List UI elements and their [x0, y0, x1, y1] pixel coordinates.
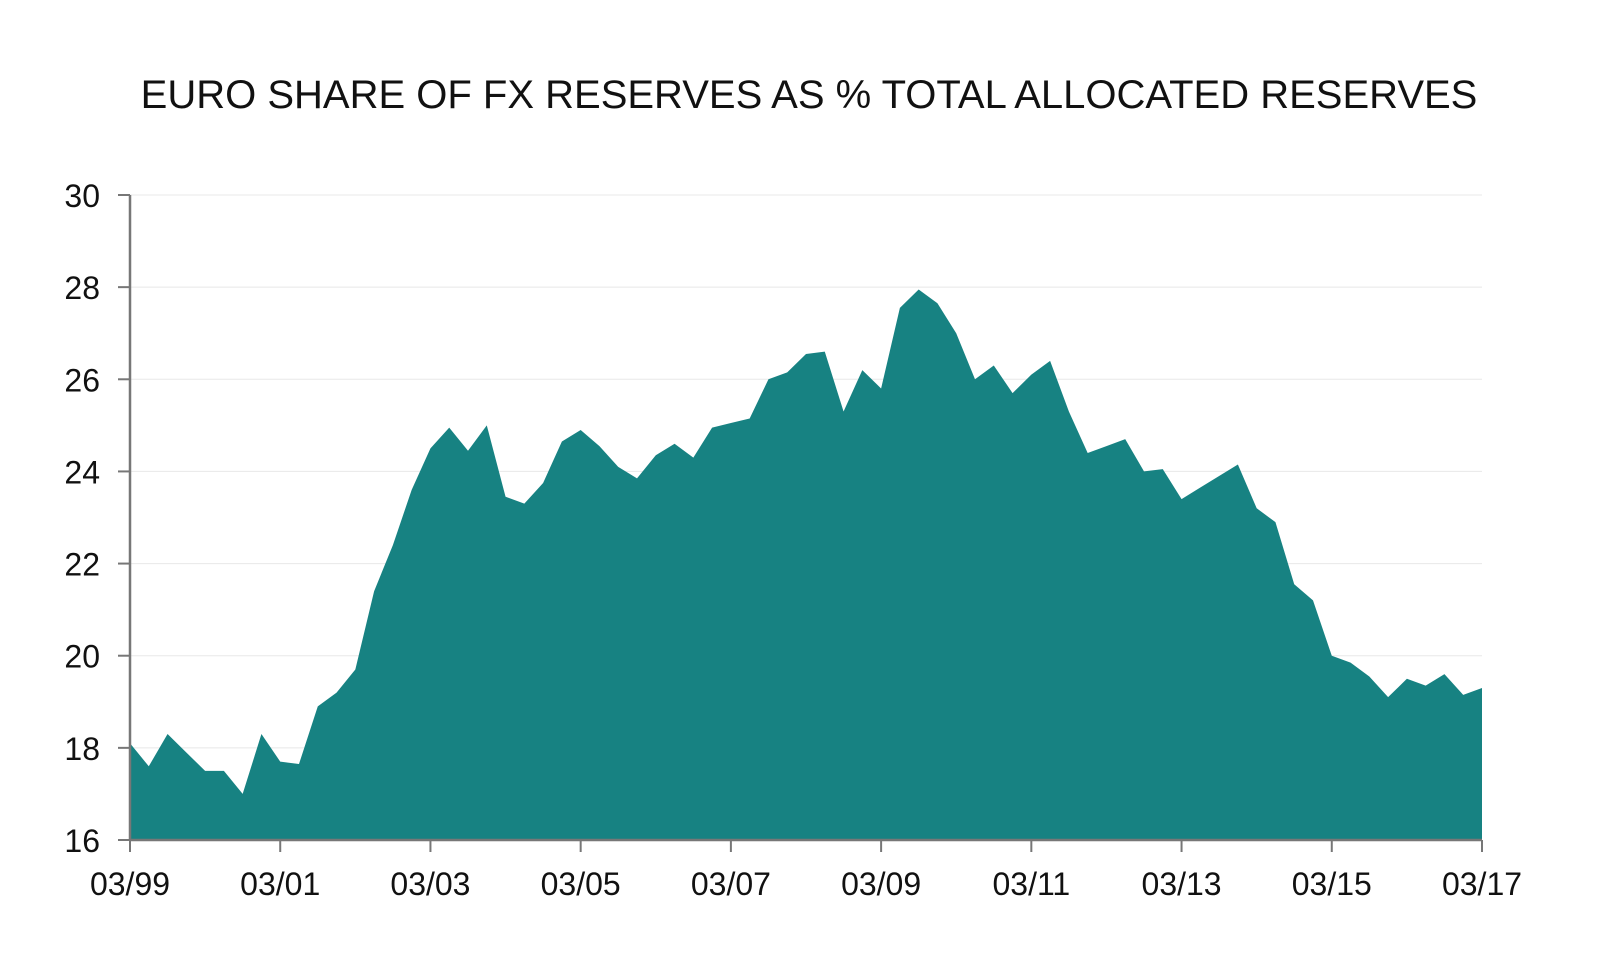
y-tick-label: 24 — [64, 454, 100, 490]
x-tick-label: 03/05 — [541, 866, 621, 902]
x-axis-labels: 03/99 03/01 03/03 03/05 03/07 03/09 03/11 03/13… — [90, 866, 1522, 902]
x-tick-label: 03/13 — [1142, 866, 1222, 902]
x-tick-label: 03/01 — [240, 866, 320, 902]
x-tick-label: 03/17 — [1442, 866, 1522, 902]
x-tick-label: 03/11 — [992, 866, 1070, 902]
x-tick-label: 03/03 — [390, 866, 470, 902]
area-layer — [130, 289, 1482, 840]
x-tick-label: 03/99 — [90, 866, 170, 902]
y-axis-labels: 16 18 20 22 24 26 28 30 — [64, 178, 100, 859]
euro-share-area — [130, 289, 1482, 840]
y-tick-label: 16 — [64, 823, 100, 859]
y-tick-label: 18 — [64, 731, 100, 767]
y-tick-label: 30 — [64, 178, 100, 214]
y-tick-label: 20 — [64, 639, 100, 675]
y-tick-label: 26 — [64, 362, 100, 398]
x-tick-label: 03/15 — [1292, 866, 1372, 902]
y-tick-label: 28 — [64, 270, 100, 306]
x-tick-label: 03/09 — [841, 866, 921, 902]
y-tick-label: 22 — [64, 547, 100, 583]
axes — [118, 194, 1483, 852]
x-tick-label: 03/07 — [691, 866, 771, 902]
chart-title: EURO SHARE OF FX RESERVES AS % TOTAL ALL… — [141, 73, 1478, 117]
